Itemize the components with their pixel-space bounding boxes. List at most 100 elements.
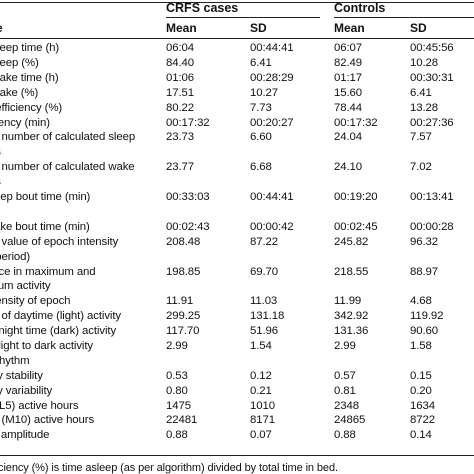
table-footnote: fficiency (%) is time asleep (as per alg…: [0, 462, 338, 474]
row-label: aily stability: [0, 370, 43, 382]
group-header-controls: Controls: [334, 1, 386, 15]
sd-cases-cell: 10.27: [250, 87, 279, 99]
sd-cases-cell: 87.22: [250, 236, 279, 248]
mean-cases-cell: 23.77: [166, 161, 195, 173]
sd-cases-cell: 00:44:41: [250, 42, 294, 54]
row-label: wake bout time (min): [0, 221, 90, 233]
mean-controls-cell: 245.82: [334, 236, 369, 248]
mean-controls-cell: 2348: [334, 400, 359, 412]
mean-controls-cell: 78.44: [334, 102, 363, 114]
mean-cases-cell: 198.85: [166, 266, 201, 278]
mean-controls-cell: 0.57: [334, 370, 356, 382]
table-row: imum activity: [0, 280, 474, 292]
sd-controls-cell: 0.15: [410, 370, 432, 382]
mean-controls-cell: 218.55: [334, 266, 369, 278]
row-label: ntensity of epoch: [0, 295, 71, 307]
sd-cases-cell: 6.60: [250, 131, 272, 143]
table-row: ge of daytime (light) activity 299.25 131.…: [0, 310, 474, 322]
row-label: l sleep time (h): [0, 42, 60, 54]
mean-cases-cell: 17.51: [166, 87, 195, 99]
row-label: l wake (%): [0, 87, 39, 99]
mean-cases-cell: 117.70: [166, 325, 200, 337]
sd-controls-cell: 10.28: [410, 57, 439, 69]
mean-controls-cell: 82.49: [334, 57, 363, 69]
row-label: of light to dark activity: [0, 340, 94, 352]
mean-controls-cell: 00:19:20: [334, 191, 378, 203]
mean-controls-cell: 01:17: [334, 72, 363, 84]
row-label: uts: [0, 146, 146, 158]
sd-cases-cell: 51.96: [250, 325, 279, 337]
mean-cases-cell: 0.53: [166, 370, 188, 382]
sd-controls-cell: 00:45:56: [410, 42, 454, 54]
row-label: sleep bout time (min): [0, 191, 91, 203]
sd-cases-cell: 0.21: [250, 385, 272, 397]
mean-cases-cell: 23.73: [166, 131, 195, 143]
row-label: l sleep (%): [0, 57, 39, 69]
mean-controls-cell: 00:02:45: [334, 221, 378, 233]
sd-controls-cell: 6.41: [410, 87, 432, 99]
mean-controls-cell: 2.99: [334, 340, 356, 352]
sd-controls-cell: 0.20: [410, 385, 432, 397]
table-row: l wake (%) 17.51 10.27 15.60 6.41: [0, 87, 474, 99]
row-label: uts: [0, 176, 146, 188]
mean-controls-cell: 24865: [334, 414, 366, 426]
mean-cases-cell: 06:04: [166, 42, 195, 54]
sd-controls-cell: 0.14: [410, 429, 432, 441]
group-rule-cases: [166, 17, 320, 18]
sd-controls-cell: 00:00:28: [410, 221, 454, 233]
row-label: ge of daytime (light) activity: [0, 310, 122, 322]
sd-controls-cell: 96.32: [410, 236, 439, 248]
mean-cases-cell: 00:02:43: [166, 221, 210, 233]
mean-cases-cell: 01:06: [166, 72, 195, 84]
row-label: imum activity: [0, 280, 51, 292]
row-label: 5 (L5) active hours: [0, 400, 79, 412]
mean-cases-cell: 84.40: [166, 57, 195, 69]
table-bottom-rule: [0, 455, 474, 456]
mean-controls-cell: 24.04: [334, 131, 363, 143]
mean-controls-cell: 15.60: [334, 87, 363, 99]
sd-controls-cell: 90.60: [410, 325, 439, 337]
table-row: sleep bout time (min) 00:33:03 00:44:41 00:…: [0, 191, 474, 203]
row-label: latency (min): [0, 117, 50, 129]
table-row: ge value of epoch intensity 208.48 87.22 24…: [0, 236, 474, 248]
sd-cases-cell: 8171: [250, 414, 275, 426]
mean-controls-cell: 24.10: [334, 161, 363, 173]
mean-cases-cell: 00:33:03: [166, 191, 210, 203]
table-row: ve amplitude 0.88 0.07 0.88 0.14: [0, 429, 474, 441]
sd-cases-cell: 6.68: [250, 161, 272, 173]
table-row: h period): [0, 251, 474, 263]
table-row: 10 (M10) active hours 22481 8171 24865 8722: [0, 414, 474, 426]
table-row: aily variability 0.80 0.21 0.81 0.20: [0, 385, 474, 397]
column-header-sd-cases: SD: [250, 21, 267, 35]
sd-cases-cell: 6.41: [250, 57, 272, 69]
sd-controls-cell: 7.02: [410, 161, 432, 173]
row-label: h period): [0, 251, 31, 263]
sd-controls-cell: 1.58: [410, 340, 432, 352]
row-label: ge number of calculated sleep: [0, 131, 136, 143]
mean-cases-cell: 1475: [166, 400, 191, 412]
column-header-sd-controls: SD: [410, 21, 427, 35]
table-top-rule: [0, 2, 474, 3]
table-row: l sleep time (h) 06:04 00:44:41 06:07 00:45:…: [0, 42, 474, 54]
row-label: ge number of calculated wake: [0, 161, 135, 173]
sd-cases-cell: 1.54: [250, 340, 272, 352]
row-label: 10 (M10) active hours: [0, 414, 95, 426]
sd-cases-cell: 69.70: [250, 266, 279, 278]
sd-cases-cell: 11.03: [250, 295, 278, 307]
sd-cases-cell: 00:20:27: [250, 117, 294, 129]
mean-controls-cell: 11.99: [334, 295, 362, 307]
sd-cases-cell: 00:28:29: [250, 72, 294, 84]
sd-controls-cell: 88.97: [410, 266, 439, 278]
table-row: latency (min) 00:17:32 00:20:27 00:17:32 00:…: [0, 117, 474, 129]
sd-controls-cell: 00:27:36: [410, 117, 454, 129]
table-row: wake bout time (min) 00:02:43 00:00:42 00:0…: [0, 221, 474, 233]
row-label: aily variability: [0, 385, 53, 397]
mean-controls-cell: 06:07: [334, 42, 363, 54]
table-row: of night time (dark) activity 117.70 51.96…: [0, 325, 474, 337]
column-header-mean-controls: Mean: [334, 21, 365, 35]
sd-cases-cell: 7.73: [250, 102, 272, 114]
sd-controls-cell: 1634: [410, 400, 435, 412]
table-row: ge number of calculated sleep 23.73 6.60 24…: [0, 131, 474, 143]
row-label: ence in maximum and: [0, 266, 96, 278]
